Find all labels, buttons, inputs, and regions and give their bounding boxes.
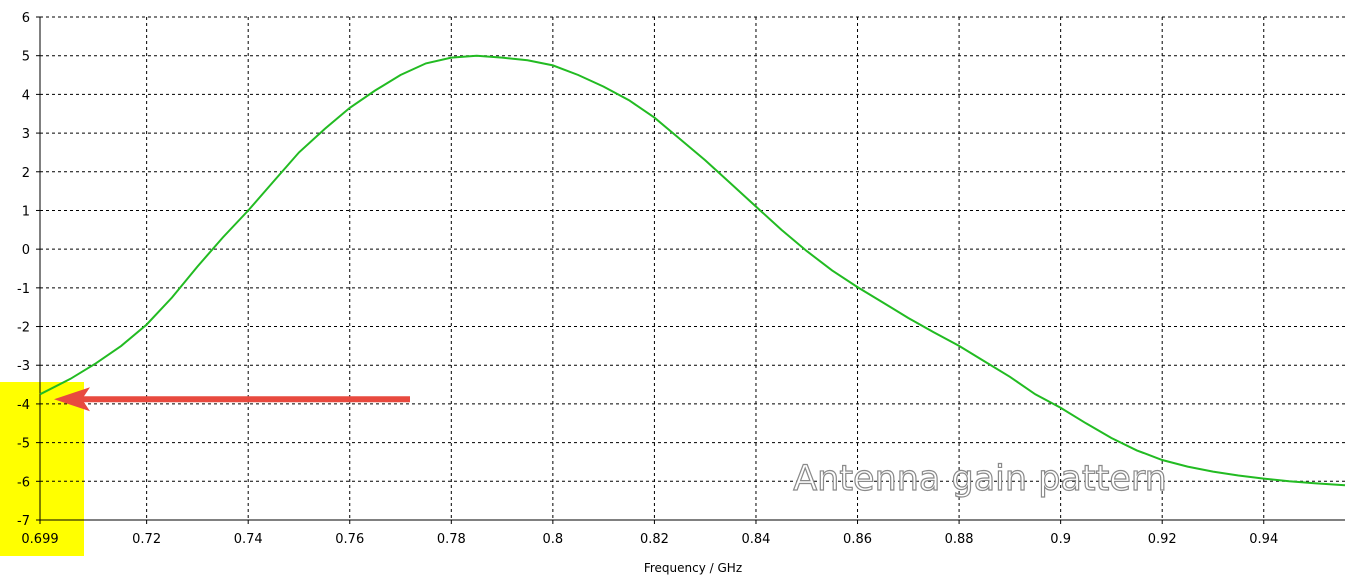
y-tick-label: 1 (22, 204, 30, 219)
overlay-title-text: Antenna gain pattern (793, 459, 1167, 499)
x-tick-label: 0.74 (234, 532, 263, 547)
highlight-band (0, 382, 84, 556)
y-tick-label: 2 (22, 166, 30, 181)
y-tick-label: 6 (22, 11, 30, 26)
x-tick-label: 0.8 (543, 532, 564, 547)
y-tick-label: 5 (22, 50, 30, 65)
y-tick-label: -5 (17, 437, 30, 452)
x-tick-label: 0.82 (640, 532, 669, 547)
y-tick-labels: 6 5 4 3 2 1 0 -1 -2 -3 -4 -5 -6 -7 (17, 11, 30, 529)
y-tick-label: 4 (22, 88, 30, 103)
x-axis-label: Frequency / GHz (644, 561, 742, 575)
x-tick-label: 0.84 (741, 532, 770, 547)
y-tick-label: -2 (17, 321, 30, 336)
tick-marks (36, 16, 1345, 524)
x-tick-label: 0.78 (437, 532, 466, 547)
x-tick-label: 0.92 (1148, 532, 1177, 547)
x-tick-label: 0.9 (1050, 532, 1071, 547)
y-tick-label: -1 (17, 282, 30, 297)
y-tick-label: -4 (17, 398, 30, 413)
y-tick-label: 0 (22, 243, 30, 258)
y-tick-label: 3 (22, 127, 30, 142)
y-tick-label: -6 (17, 475, 30, 490)
red-arrow-annotation (54, 387, 410, 412)
y-tick-label: -3 (17, 359, 30, 374)
x-tick-label: 0.72 (132, 532, 161, 547)
x-tick-label: 0.76 (335, 532, 364, 547)
x-tick-label: 0.699 (21, 532, 58, 547)
x-tick-label: 0.94 (1249, 532, 1278, 547)
gain-series-line (39, 54, 1346, 487)
grid (39, 16, 1345, 521)
arrow-head (54, 387, 90, 412)
x-tick-label: 0.88 (945, 532, 974, 547)
x-tick-label: 0.86 (843, 532, 872, 547)
y-tick-label: -7 (17, 514, 30, 529)
x-tick-labels: 0.699 0.72 0.74 0.76 0.78 0.8 0.82 0.84 0.86 0.88… (21, 532, 1278, 547)
